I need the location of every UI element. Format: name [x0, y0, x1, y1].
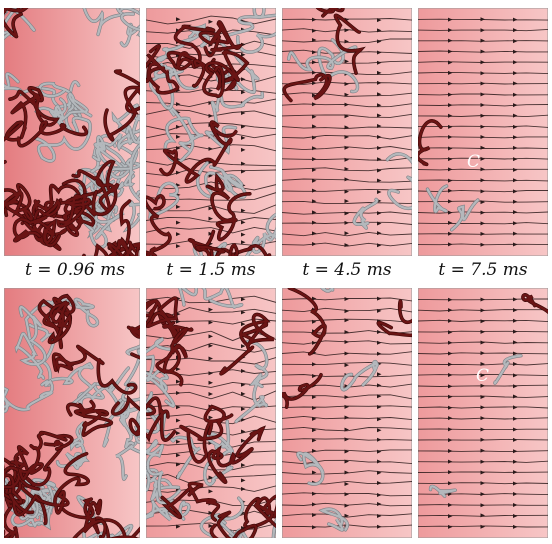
time-label: t = 4.5 ms	[302, 260, 392, 280]
panel-bottom-t7.5	[418, 288, 548, 538]
panel-top-t7.5	[418, 8, 548, 256]
panel-top-t1.5	[146, 8, 276, 256]
panel-top-t4.5	[282, 8, 412, 256]
panel-top-t0.96	[4, 8, 140, 256]
vortex-tangle-plot	[282, 288, 412, 538]
vortex-tangle-plot	[4, 288, 140, 538]
vortex-tangle-plot	[146, 288, 276, 538]
vortex-tangle-plot	[418, 288, 548, 538]
vortex-tangle-plot	[418, 8, 548, 256]
vortex-tangle-plot	[146, 8, 276, 256]
vortex-tangle-plot	[282, 8, 412, 256]
vortex-tangle-plot	[4, 8, 140, 256]
time-label: t = 7.5 ms	[438, 260, 528, 280]
time-label: t = 1.5 ms	[166, 260, 256, 280]
panel-bottom-t1.5	[146, 288, 276, 538]
panel-bottom-t4.5	[282, 288, 412, 538]
panel-bottom-t0.96	[4, 288, 140, 538]
time-label: t = 0.96 ms	[25, 260, 125, 280]
